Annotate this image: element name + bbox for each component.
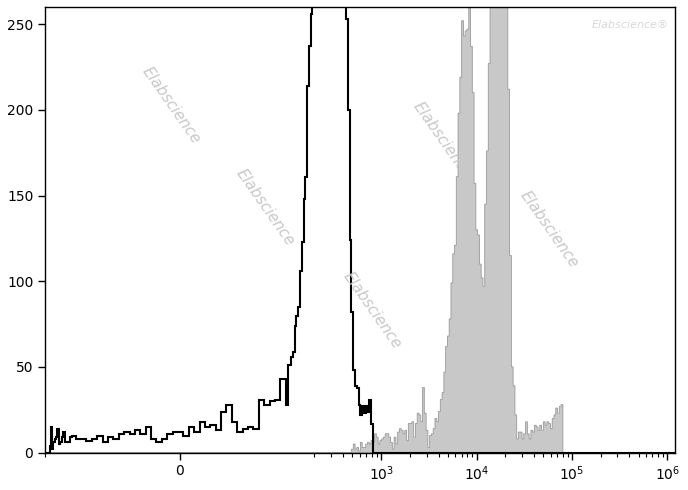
Text: Elabscience: Elabscience <box>233 166 297 249</box>
Polygon shape <box>45 0 675 453</box>
Text: Elabscience: Elabscience <box>410 99 474 182</box>
Text: Elabscience: Elabscience <box>517 189 581 271</box>
Text: Elabscience: Elabscience <box>139 64 203 147</box>
Text: Elabscience: Elabscience <box>341 269 405 351</box>
Text: Elabscience®: Elabscience® <box>592 20 669 30</box>
